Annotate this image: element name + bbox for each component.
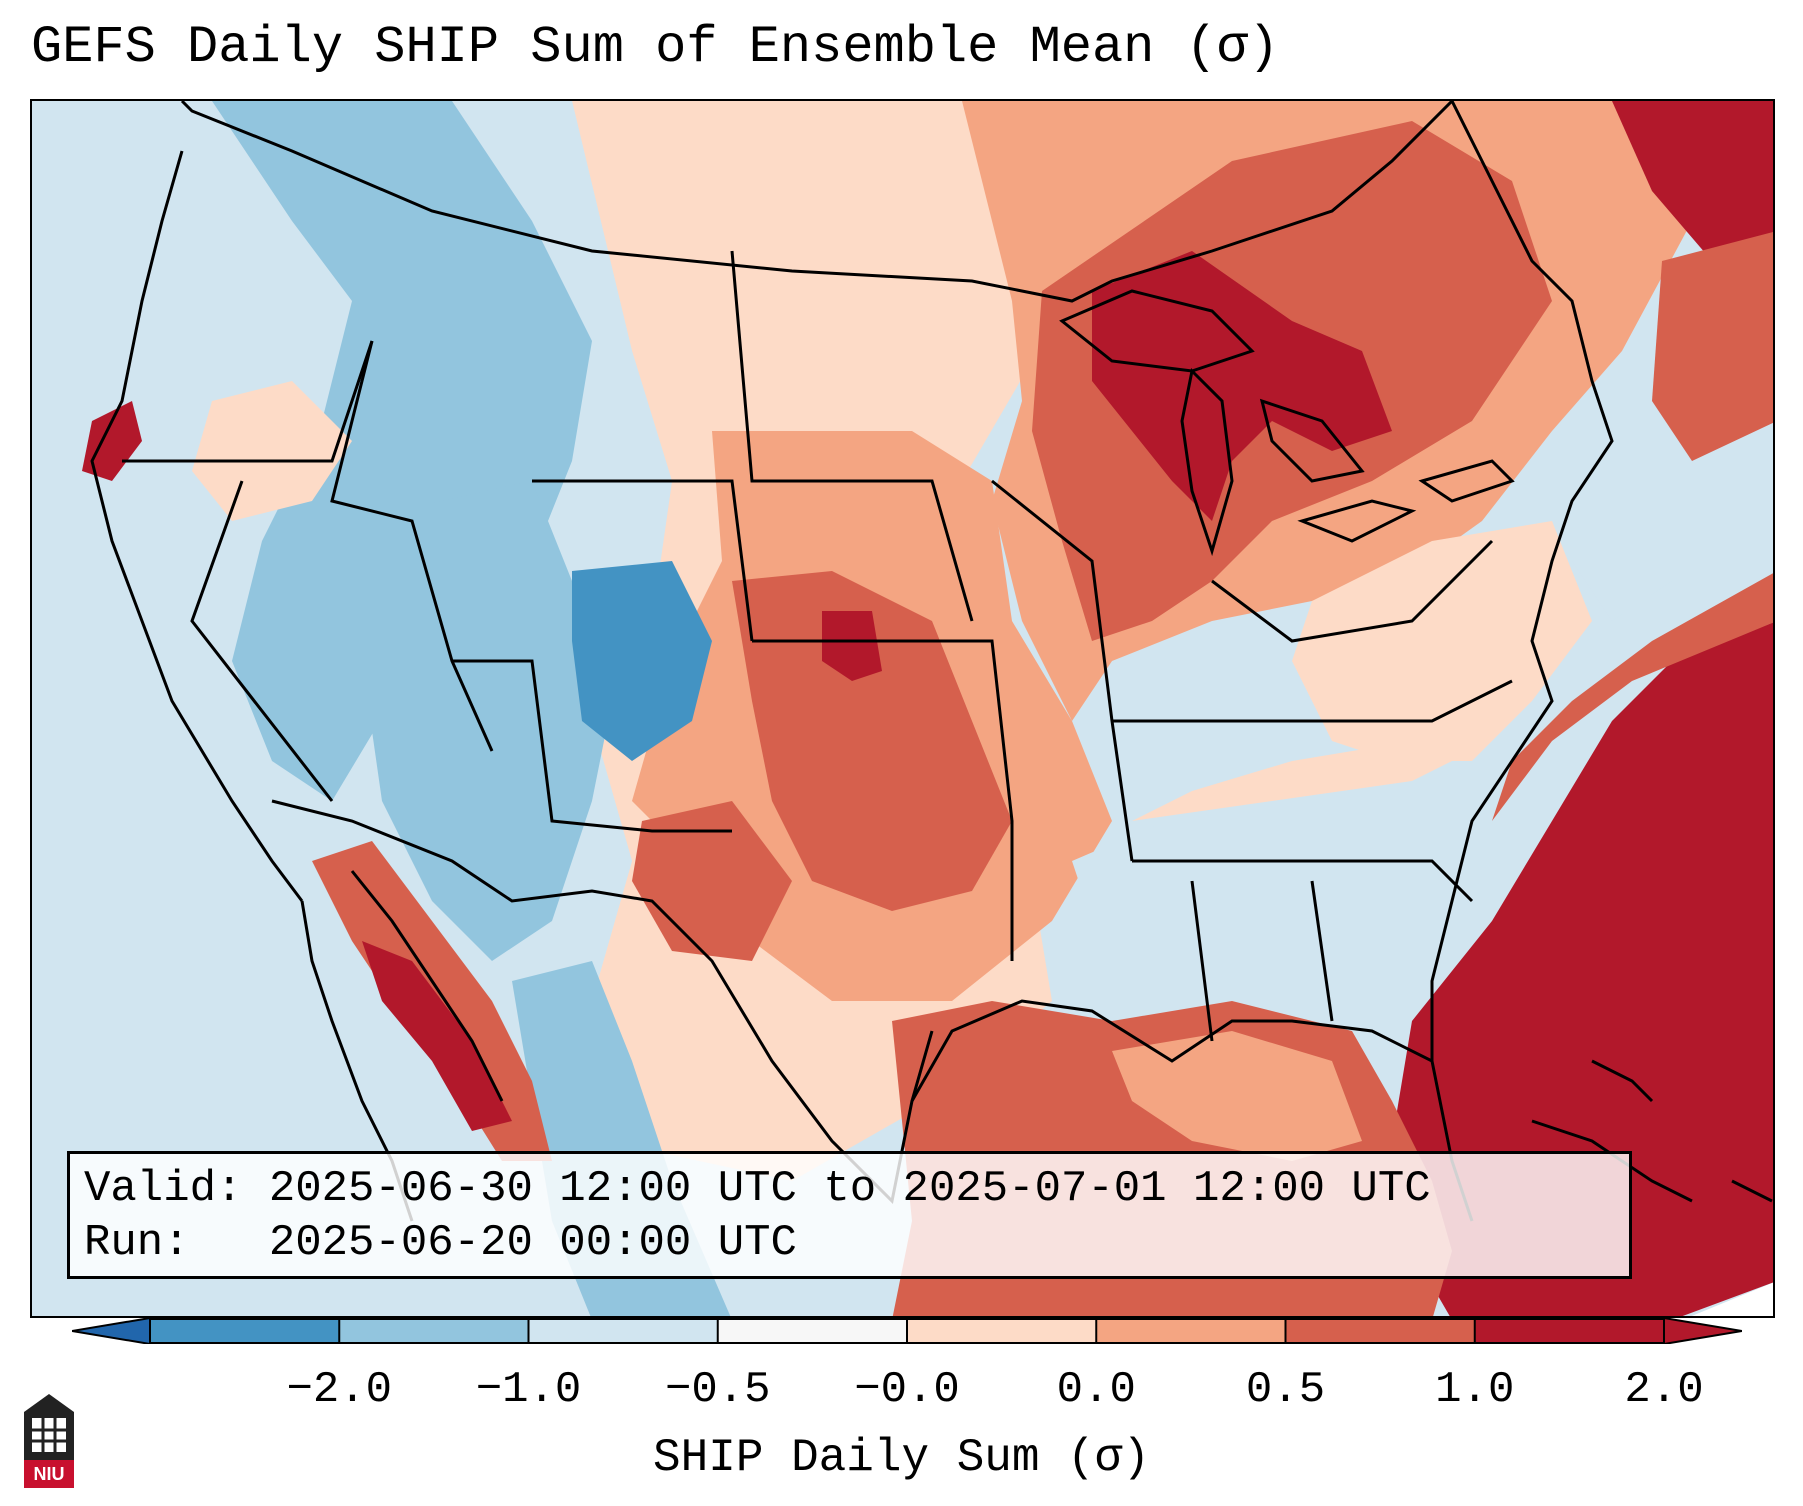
validity-info-box: Valid: 2025-06-30 12:00 UTC to 2025-07-0… [67,1151,1632,1279]
valid-value: 2025-06-30 12:00 UTC to 2025-07-01 12:00… [268,1164,1431,1214]
valid-row: Valid: 2025-06-30 12:00 UTC to 2025-07-0… [84,1162,1615,1216]
region-kansas-oklahoma [732,571,1012,911]
state-line-mo-ar [991,479,1134,862]
east-coastline [1430,101,1614,1061]
colorbar-segment [1285,1318,1476,1344]
region-maritimes [1612,101,1773,280]
colorbar-label: SHIP Daily Sum (σ) [653,1432,1150,1484]
colorbar-under-arrow [72,1318,151,1344]
lake-superior [1059,289,1255,373]
colorbar-tick-label: 0.5 [1245,1365,1326,1415]
colorbar-segment [150,1318,340,1344]
colorbar-over-arrow [1663,1318,1742,1344]
map-panel [30,99,1775,1318]
state-line-ms-al [1190,880,1214,1042]
colorbar-segment [1096,1318,1286,1344]
colorbar [72,1318,1742,1344]
region-tennessee-valley [1132,741,1472,821]
region-gulf-of-california [362,941,512,1131]
colorbar-tick-label: 2.0 [1624,1365,1704,1415]
lake-michigan [1180,367,1234,557]
boundary-lines [90,101,1614,1222]
lake-ontario [1418,459,1515,503]
region-lakes-core [1092,251,1392,521]
state-line-or-ca [122,340,374,463]
state-line-al-ga [1310,880,1334,1022]
state-line-al-ga-fl [1132,859,1474,903]
colorbar-segment [717,1318,908,1344]
west-coastline [90,150,304,902]
region-kansas-core [822,611,882,681]
colorbar-tick-label: −0.5 [664,1365,771,1415]
region-western-atlantic [1392,622,1773,1316]
chart-title: GEFS Daily SHIP Sum of Ensemble Mean (σ) [31,18,1280,77]
great-lakes-outlines [1059,289,1515,557]
niu-logo [24,1394,74,1488]
colorbar-tick-label: 0.0 [1056,1365,1136,1415]
region-oregon-light [192,381,352,521]
bahamas-outline [1591,1059,1654,1103]
gulf-coastline [910,999,1474,1222]
region-mid-atlantic [1292,521,1592,761]
state-line-wy-co [532,479,754,642]
colorbar-tick-label: −2.0 [286,1365,393,1415]
hispaniola-outline [1731,1179,1773,1203]
lake-huron [1259,398,1365,483]
region-southeast [1072,761,1512,1061]
run-value: 2025-06-20 00:00 UTC [268,1218,797,1268]
colorbar-segment [339,1318,529,1344]
gulf-of-california-coast [350,870,504,1102]
region-offshore-ne [1572,461,1732,621]
colorbar-tick-label: 1.0 [1435,1365,1515,1415]
state-line-ut-az-nm [452,659,732,833]
colorbar-tick-label: −0.0 [854,1365,960,1415]
run-row: Run: 2025-06-20 00:00 UTC [84,1216,1615,1270]
state-line-dakotas [730,250,974,622]
us-canada-border [180,101,1454,303]
colorbar-segment [1474,1318,1665,1344]
map-canvas [32,101,1773,1316]
region-gulf-central [1112,1031,1362,1161]
state-line-tn-nc [1112,679,1513,723]
region-colorado-core [572,561,712,761]
colorbar-segment [528,1318,719,1344]
region-new-england [1652,232,1773,461]
lake-erie [1297,499,1417,543]
region-northern-rockies [212,101,592,801]
state-line-oh-pa [1211,539,1494,643]
region-atlantic-transition [1492,573,1773,821]
state-line-nv-ca [190,480,334,802]
colorbar-segments [149,1318,1665,1344]
colorbar-tick-label: −1.0 [475,1365,582,1415]
state-line-nv-ut [330,340,494,752]
projection-edge-southeast [1691,1282,1773,1316]
state-line-ks-ok-tx [752,639,1014,961]
valid-label: Valid: [84,1164,243,1214]
region-great-basin [352,481,612,961]
run-label: Run: [84,1218,190,1268]
niu-logo-text: NIU [33,1464,65,1484]
colorbar-segment [907,1318,1097,1344]
